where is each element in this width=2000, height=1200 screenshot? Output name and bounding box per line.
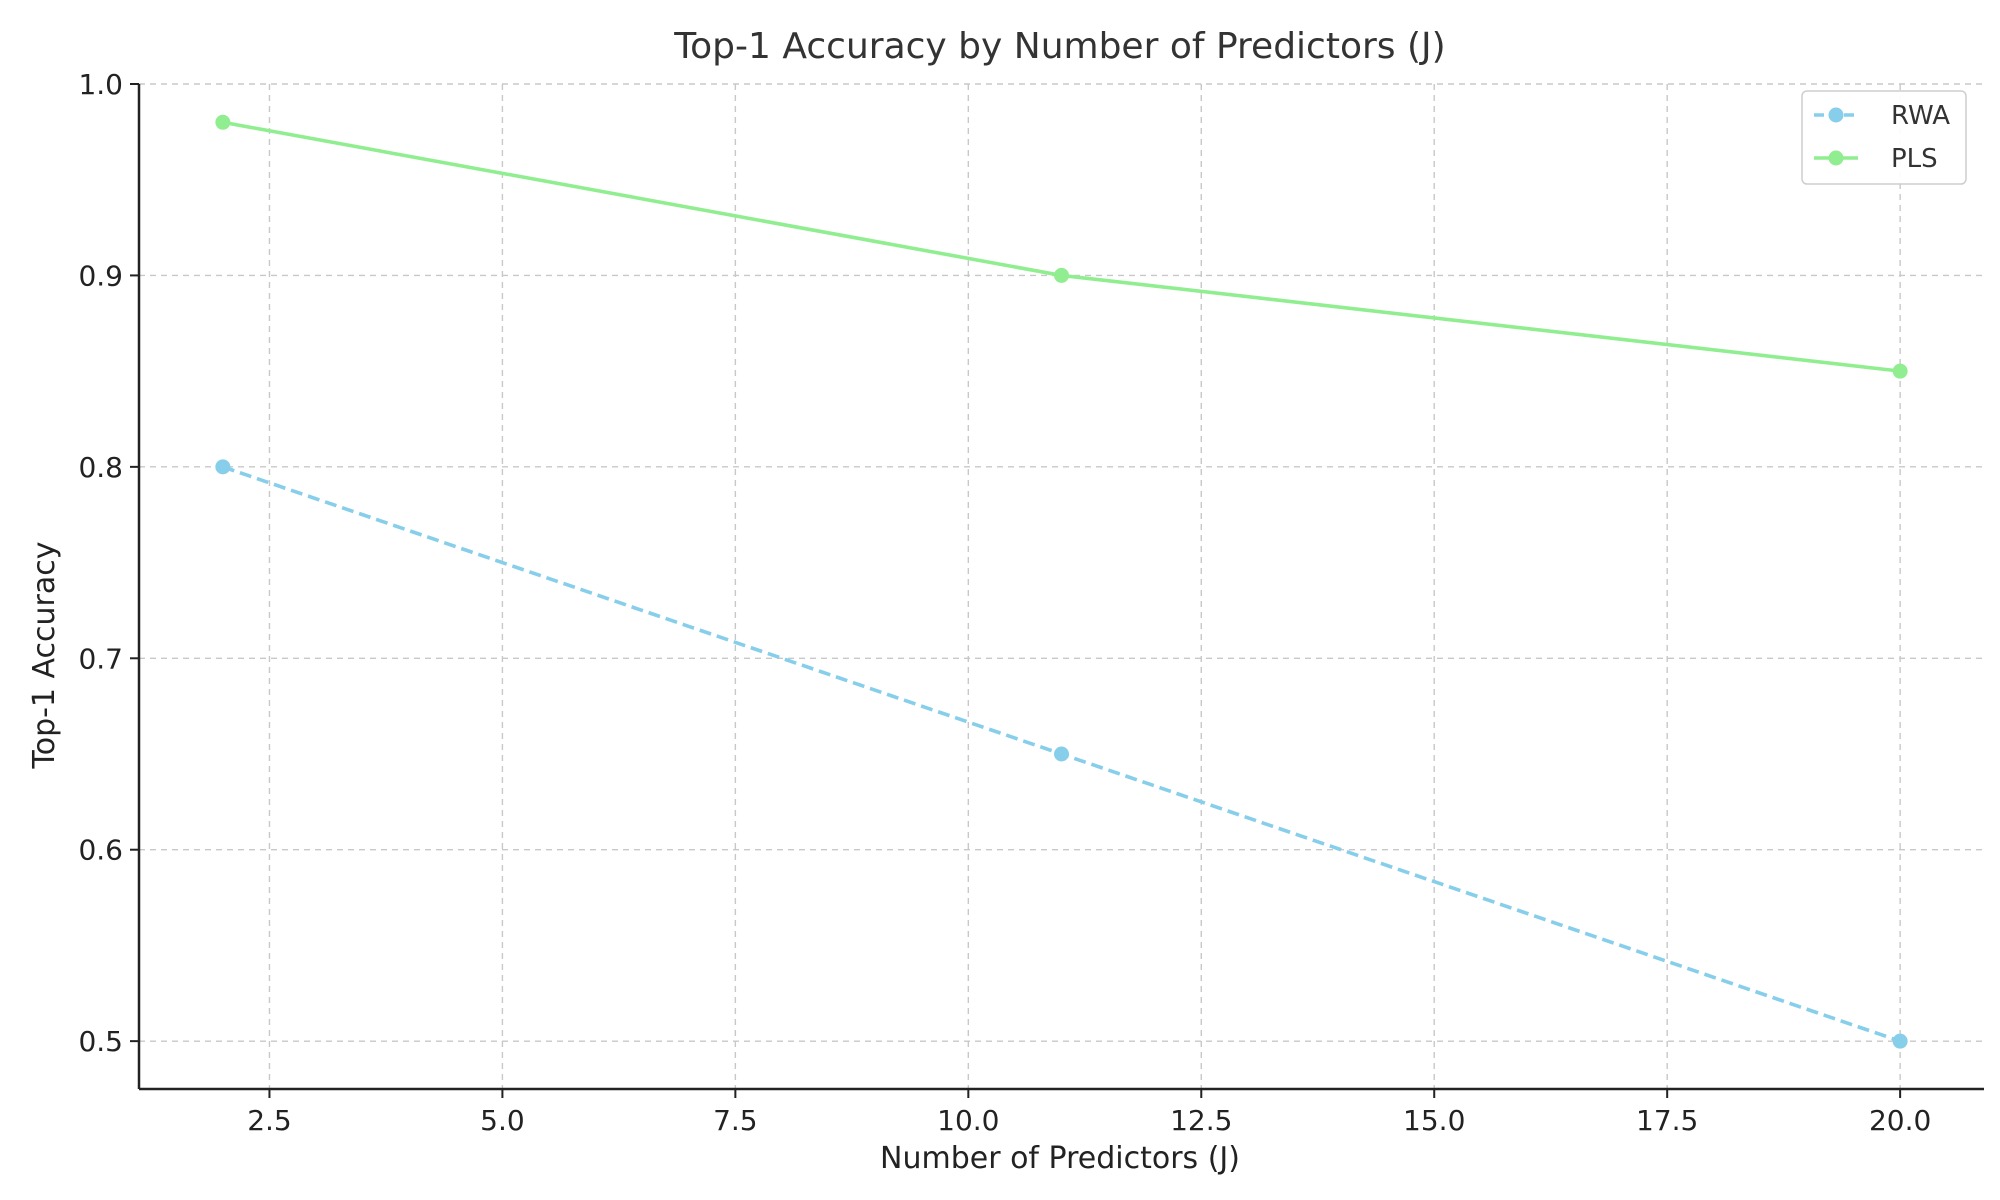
legend-marker-rwa [1828, 107, 1844, 123]
y-tick-label: 0.9 [78, 259, 123, 292]
axes: 2.5 5.0 7.5 10.0 12.5 15.0 17.5 20.0 0.5 0.6 0.7 0.… [78, 68, 1984, 1137]
legend-label-rwa: RWA [1891, 101, 1950, 131]
chart-title: Top-1 Accuracy by Number of Predictors (… [673, 26, 1445, 67]
data-point-pls [215, 114, 231, 130]
x-tick-label: 12.5 [1170, 1104, 1232, 1137]
series-group [215, 114, 1908, 1049]
legend-label-pls: PLS [1891, 144, 1938, 174]
x-tick-label: 7.5 [713, 1104, 758, 1137]
y-tick-label: 0.5 [78, 1025, 123, 1058]
data-point-pls [1892, 363, 1908, 379]
data-point-rwa [1054, 746, 1069, 762]
grid [139, 83, 1984, 1089]
x-tick-label: 15.0 [1403, 1104, 1465, 1137]
y-tick-label: 0.7 [78, 642, 123, 675]
data-point-rwa [215, 459, 231, 475]
x-tick-label: 20.0 [1869, 1104, 1931, 1137]
y-tick-label: 0.6 [78, 834, 123, 867]
y-axis-label: Top-1 Accuracy [27, 541, 62, 769]
x-tick-label: 17.5 [1636, 1104, 1698, 1137]
series-line-pls [222, 120, 1901, 373]
y-tick-label: 1.0 [78, 68, 123, 101]
y-tick-label: 0.8 [78, 451, 123, 484]
legend-marker-pls [1828, 150, 1844, 166]
x-tick-label: 2.5 [247, 1104, 292, 1137]
x-tick-label: 5.0 [480, 1104, 525, 1137]
x-tick-label: 10.0 [937, 1104, 999, 1137]
data-point-rwa [1892, 1033, 1908, 1049]
x-axis-label: Number of Predictors (J) [880, 1141, 1240, 1176]
data-point-pls [1054, 267, 1069, 283]
legend: RWA PLS [1801, 90, 1967, 185]
